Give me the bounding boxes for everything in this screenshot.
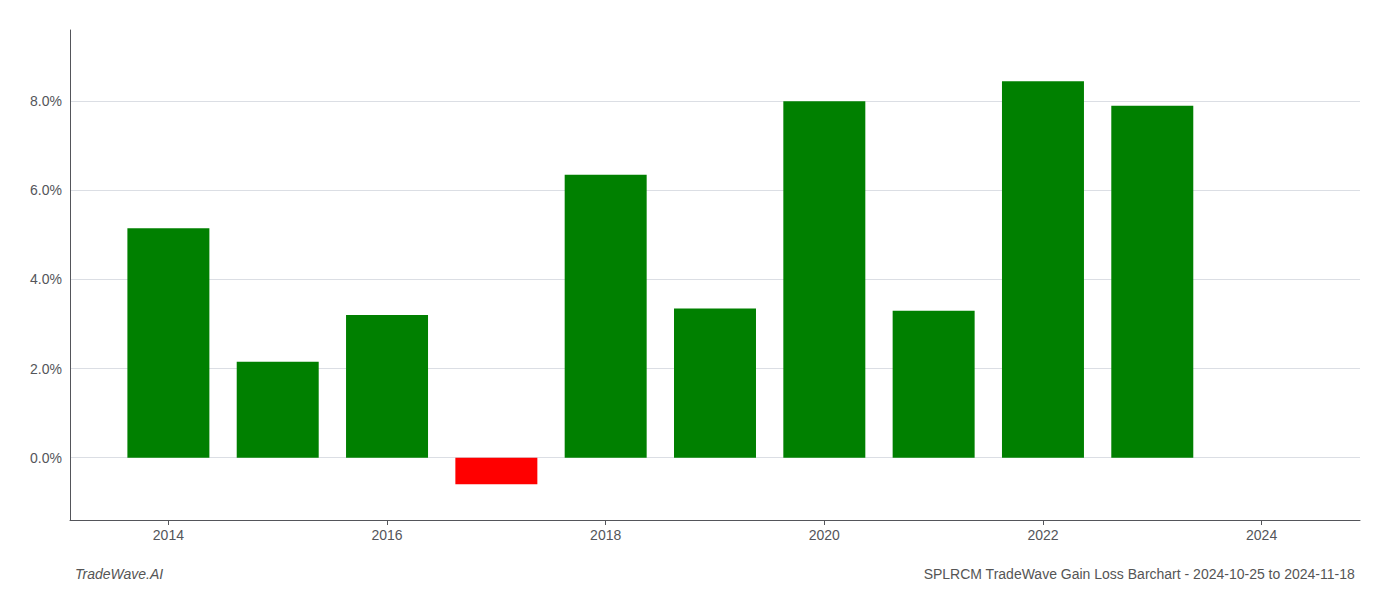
svg-text:2024: 2024 xyxy=(1246,527,1277,543)
svg-text:2014: 2014 xyxy=(153,527,184,543)
svg-text:0.0%: 0.0% xyxy=(30,450,62,466)
svg-text:2020: 2020 xyxy=(809,527,840,543)
svg-text:2018: 2018 xyxy=(590,527,621,543)
svg-text:2022: 2022 xyxy=(1027,527,1058,543)
svg-text:SPLRCM TradeWave Gain Loss Bar: SPLRCM TradeWave Gain Loss Barchart - 20… xyxy=(924,566,1355,582)
svg-text:TradeWave.AI: TradeWave.AI xyxy=(75,566,163,582)
svg-text:6.0%: 6.0% xyxy=(30,182,62,198)
svg-text:2016: 2016 xyxy=(371,527,402,543)
svg-text:4.0%: 4.0% xyxy=(30,271,62,287)
svg-text:2.0%: 2.0% xyxy=(30,361,62,377)
svg-text:8.0%: 8.0% xyxy=(30,93,62,109)
